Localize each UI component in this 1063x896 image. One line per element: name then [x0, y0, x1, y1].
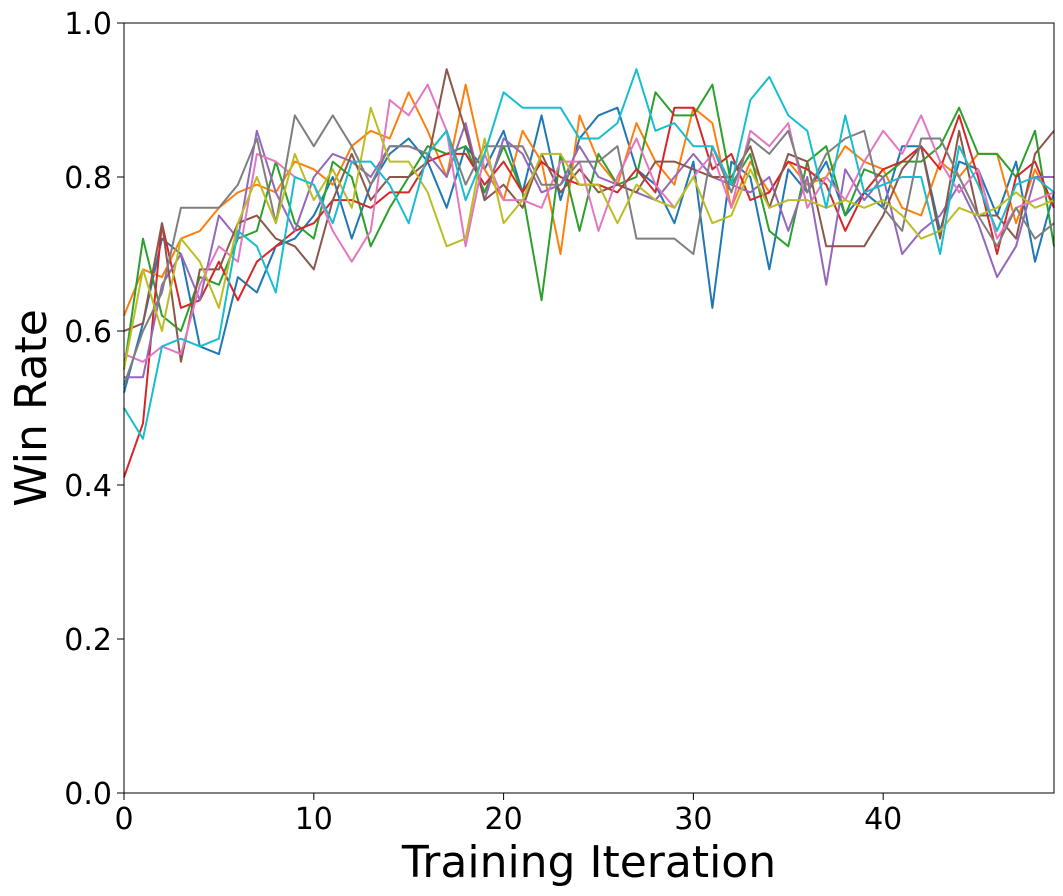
- x-tick-label: 10: [295, 802, 333, 837]
- series-line-8: [123, 114, 1055, 386]
- series-line-7: [123, 83, 1055, 363]
- plot-frame: [123, 22, 1055, 794]
- series-line-6: [123, 68, 1055, 363]
- x-tick-label: 20: [484, 802, 522, 837]
- series-line-10: [123, 68, 1055, 440]
- series-line-9: [123, 106, 1055, 370]
- series-line-3: [123, 83, 1055, 370]
- x-tick-label: 40: [864, 802, 902, 837]
- y-tick-label: 1.0: [64, 7, 112, 42]
- series-lines: [123, 68, 1055, 478]
- y-tick-label: 0.6: [64, 315, 112, 350]
- y-axis-label: Win Rate: [6, 309, 57, 507]
- x-axis-ticks: 0 10 20 30 40: [114, 793, 902, 837]
- y-tick-label: 0.2: [64, 623, 112, 658]
- x-tick-label: 0: [114, 802, 133, 837]
- y-axis-ticks: 0.0 0.2 0.4 0.6 0.8 1.0: [64, 7, 124, 812]
- x-axis-label: Training Iteration: [401, 837, 776, 888]
- y-tick-label: 0.8: [64, 161, 112, 196]
- y-tick-label: 0.4: [64, 469, 112, 504]
- y-tick-label: 0.0: [64, 777, 112, 812]
- x-tick-label: 30: [674, 802, 712, 837]
